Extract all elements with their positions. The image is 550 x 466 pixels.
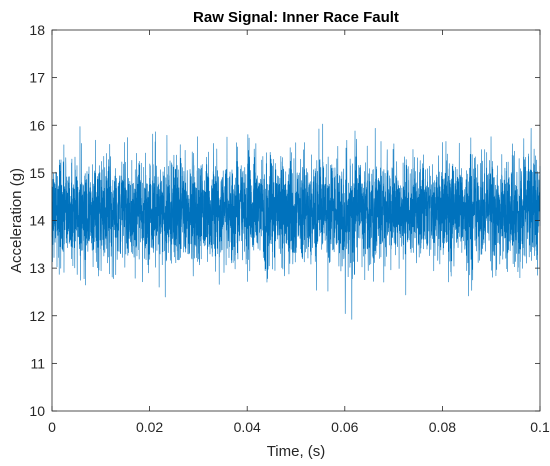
y-tick-label: 14 [29, 213, 45, 229]
x-tick-label: 0.06 [331, 419, 358, 435]
x-tick-label: 0.04 [234, 419, 261, 435]
y-axis-ticks: 10 11 12 13 14 15 16 17 18 [29, 22, 540, 419]
x-tick-label: 0.08 [429, 419, 456, 435]
x-axis-label: Time, (s) [267, 443, 326, 460]
x-axis-ticks: 0 0.02 0.04 0.06 0.08 0.1 [48, 30, 550, 435]
y-tick-label: 16 [29, 117, 45, 133]
y-tick-label: 11 [30, 355, 45, 371]
y-axis-label: Acceleration (g) [8, 168, 25, 273]
chart-title: Raw Signal: Inner Race Fault [193, 9, 399, 26]
x-tick-label: 0.02 [136, 419, 163, 435]
signal-line [51, 123, 541, 320]
x-tick-label: 0.1 [530, 419, 550, 435]
x-tick-label: 0 [48, 419, 56, 435]
y-tick-label: 10 [29, 403, 45, 419]
y-tick-label: 17 [29, 70, 45, 86]
y-tick-label: 13 [29, 260, 45, 276]
y-tick-label: 12 [29, 308, 45, 324]
y-tick-label: 15 [29, 165, 45, 181]
y-tick-label: 18 [29, 22, 45, 38]
